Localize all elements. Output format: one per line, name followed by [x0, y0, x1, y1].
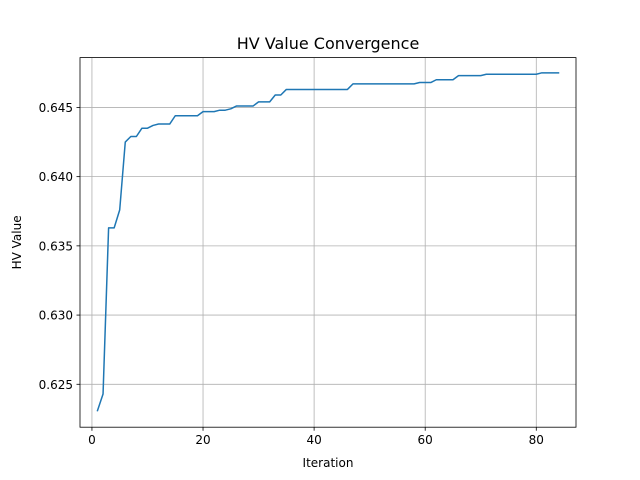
chart-title: HV Value Convergence: [237, 34, 420, 53]
series-layer: [96, 72, 560, 412]
plot-frame: [79, 57, 577, 428]
y-tick-label: 0.645: [39, 101, 73, 115]
grid-layer: [80, 57, 576, 428]
x-tick-label: 40: [306, 433, 321, 447]
tick-layer: 0 20 40 60 80 0.625 0.630 0.635 0.640 0.645: [39, 101, 544, 447]
x-tick-label: 60: [418, 433, 433, 447]
y-tick-label: 0.630: [39, 309, 73, 323]
y-tick-label: 0.640: [39, 170, 73, 184]
series-line: [96, 72, 560, 412]
x-tick-label: 0: [88, 433, 96, 447]
x-tick-label: 20: [195, 433, 210, 447]
y-tick-label: 0.635: [39, 239, 73, 253]
y-axis-label: HV Value: [10, 215, 24, 269]
x-tick-label: 80: [529, 433, 544, 447]
y-tick-label: 0.625: [39, 378, 73, 392]
x-axis-label: Iteration: [303, 456, 354, 470]
